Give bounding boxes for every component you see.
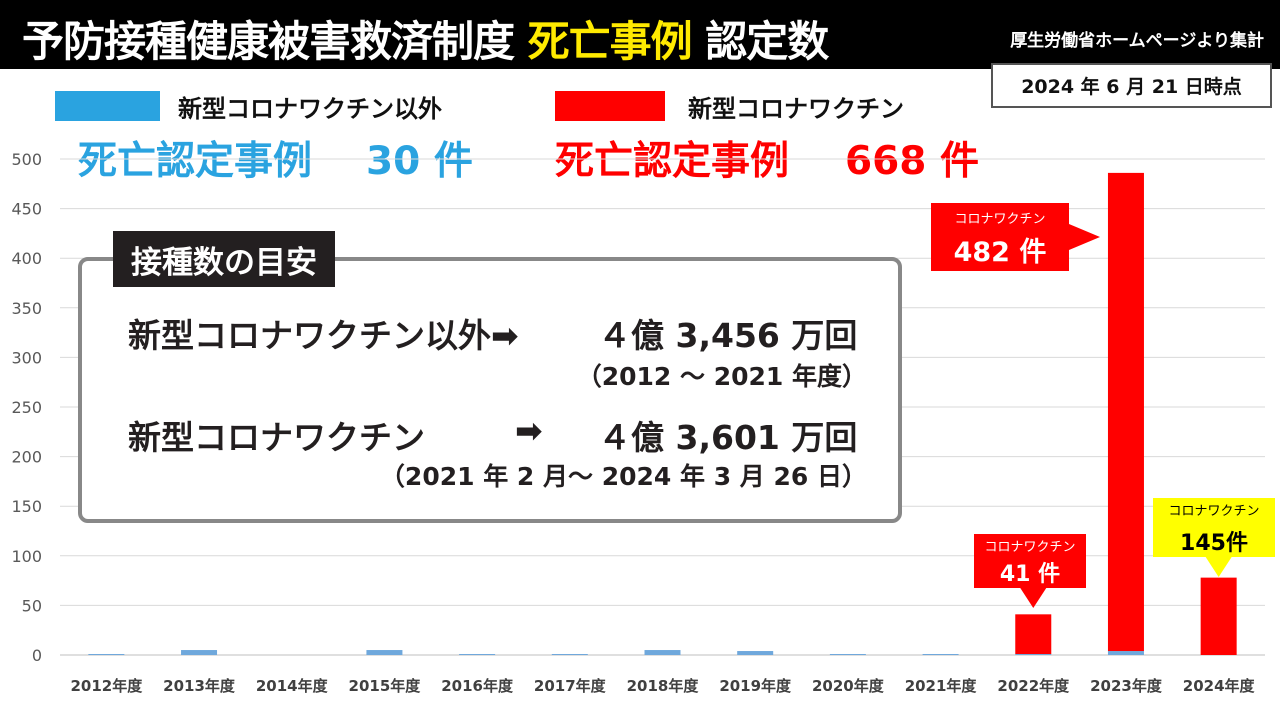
callout-box xyxy=(974,534,1086,588)
y-tick-label: 500 xyxy=(11,150,42,169)
bar xyxy=(366,650,403,655)
source-note: 厚生労働省ホームページより集計 xyxy=(1010,31,1264,51)
reference-box-title: 接種数の目安 xyxy=(113,231,335,287)
page-title: 予防接種健康被害救済制度 死亡事例 認定数 xyxy=(22,8,829,69)
x-tick-label: 2016年度 xyxy=(441,677,514,695)
callout-value: 41 件 xyxy=(1000,562,1060,587)
bar xyxy=(737,651,774,655)
x-tick-label: 2020年度 xyxy=(812,677,885,695)
callout-pointer xyxy=(1205,557,1232,577)
bar xyxy=(1015,614,1052,655)
legend-swatch-other xyxy=(55,91,160,121)
count-covid-value: 668 件 xyxy=(845,139,980,184)
count-other-value: 30 件 xyxy=(366,139,473,184)
vaccination-reference-box xyxy=(78,257,902,523)
bar xyxy=(644,650,681,655)
callout-value: 482 件 xyxy=(954,237,1047,268)
y-tick-label: 100 xyxy=(11,547,42,566)
x-tick-label: 2013年度 xyxy=(163,677,236,695)
bar xyxy=(88,654,125,655)
count-covid-label: 死亡認定事例 xyxy=(555,139,790,184)
title-tail-text: 認定数 xyxy=(705,17,829,66)
bar xyxy=(1200,577,1237,655)
bar xyxy=(459,654,496,655)
y-tick-label: 300 xyxy=(11,348,42,367)
bar xyxy=(829,654,866,655)
reference-line-2-label: 新型コロナワクチン xyxy=(128,418,425,457)
y-tick-label: 400 xyxy=(11,249,42,268)
y-tick-label: 0 xyxy=(32,646,42,665)
x-tick-label: 2019年度 xyxy=(719,677,792,695)
x-tick-label: 2023年度 xyxy=(1090,677,1163,695)
y-tick-label: 350 xyxy=(11,299,42,318)
reference-line-2-value: ４億 3,601 万回 xyxy=(598,418,858,457)
count-covid: 死亡認定事例 668 件 xyxy=(555,130,979,186)
y-tick-label: 450 xyxy=(11,200,42,219)
arrow-right-icon: ➡ xyxy=(515,411,543,450)
bar xyxy=(922,654,959,655)
reference-line-1-value: ４億 3,456 万回 xyxy=(598,316,858,355)
reference-line-2-period: （2021 年 2 月～ 2024 年 3 月 26 日） xyxy=(379,462,867,491)
callout-title: コロナワクチン xyxy=(984,540,1075,555)
x-tick-label: 2015年度 xyxy=(349,677,422,695)
callout-box xyxy=(1153,498,1275,557)
callout-2022年度: コロナワクチン 41 件 xyxy=(974,534,1086,608)
callout-2023年度: コロナワクチン 482 件 xyxy=(931,203,1100,271)
bar xyxy=(1107,172,1144,652)
x-tick-label: 2017年度 xyxy=(534,677,607,695)
x-tick-label: 2021年度 xyxy=(905,677,978,695)
callout-value: 145件 xyxy=(1180,531,1248,556)
y-tick-label: 50 xyxy=(22,596,42,615)
reference-line-1: 新型コロナワクチン以外➡ xyxy=(128,309,519,357)
callout-title: コロナワクチン xyxy=(1168,504,1259,519)
x-tick-label: 2024年度 xyxy=(1183,677,1256,695)
legend-swatch-covid xyxy=(555,91,665,121)
legend-label-other: 新型コロナワクチン以外 xyxy=(178,95,442,123)
bar xyxy=(1015,654,1052,655)
reference-line-1-period: （2012 ～ 2021 年度） xyxy=(576,362,867,391)
callout-pointer xyxy=(1069,224,1100,250)
callout-pointer xyxy=(1020,588,1047,608)
bar xyxy=(1107,651,1144,655)
callout-box xyxy=(931,203,1069,271)
bar xyxy=(551,654,588,655)
x-tick-label: 2014年度 xyxy=(256,677,329,695)
callout-2024年度: コロナワクチン 145件 xyxy=(1153,498,1275,577)
as-of-date: 2024 年 6 月 21 日時点 xyxy=(991,63,1272,108)
title-main-text: 予防接種健康被害救済制度 xyxy=(22,17,515,66)
x-tick-label: 2012年度 xyxy=(70,677,143,695)
title-highlight-text: 死亡事例 xyxy=(527,17,693,66)
bar xyxy=(181,650,218,655)
callout-title: コロナワクチン xyxy=(954,212,1045,227)
count-other-label: 死亡認定事例 xyxy=(78,139,313,184)
arrow-right-icon: ➡ xyxy=(491,316,519,355)
legend-label-covid: 新型コロナワクチン xyxy=(688,95,904,123)
x-tick-label: 2022年度 xyxy=(997,677,1070,695)
y-tick-label: 250 xyxy=(11,398,42,417)
y-tick-label: 150 xyxy=(11,497,42,516)
y-tick-label: 200 xyxy=(11,448,42,467)
title-bar: 予防接種健康被害救済制度 死亡事例 認定数 厚生労働省ホームページより集計 xyxy=(0,0,1280,69)
reference-line-1-label: 新型コロナワクチン以外 xyxy=(128,316,491,355)
count-other: 死亡認定事例 30 件 xyxy=(78,130,473,186)
x-tick-label: 2018年度 xyxy=(627,677,700,695)
